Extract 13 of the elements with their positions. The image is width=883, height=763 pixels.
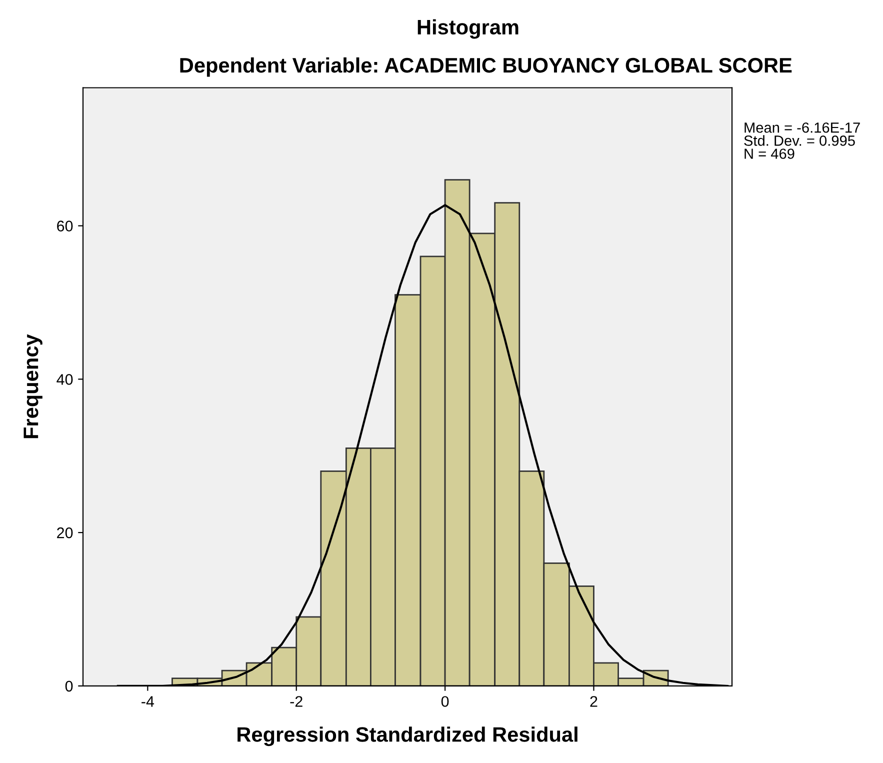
y-tick-label: 20 [57, 527, 73, 538]
x-tick-label: -2 [290, 696, 302, 707]
x-axis-title: Regression Standardized Residual [238, 726, 578, 746]
x-tick-label: 0 [441, 696, 449, 707]
y-tick-label: 0 [65, 680, 73, 692]
y-axis-title: Frequency [24, 334, 42, 438]
y-tick-label: 40 [56, 374, 73, 385]
y-tick-label: 60 [57, 220, 73, 232]
chart-subtitle: Dependent Variable: ACADEMIC BUOYANCY GLOBAL SCORE [180, 57, 792, 77]
x-tick-label: 2 [590, 696, 598, 707]
chart-title: Histogram [418, 19, 518, 39]
text: Mean = -6.16E-17 Std. Dev. = 0.995 N = 469 [744, 122, 860, 159]
x-tick-label: -4 [142, 696, 154, 707]
